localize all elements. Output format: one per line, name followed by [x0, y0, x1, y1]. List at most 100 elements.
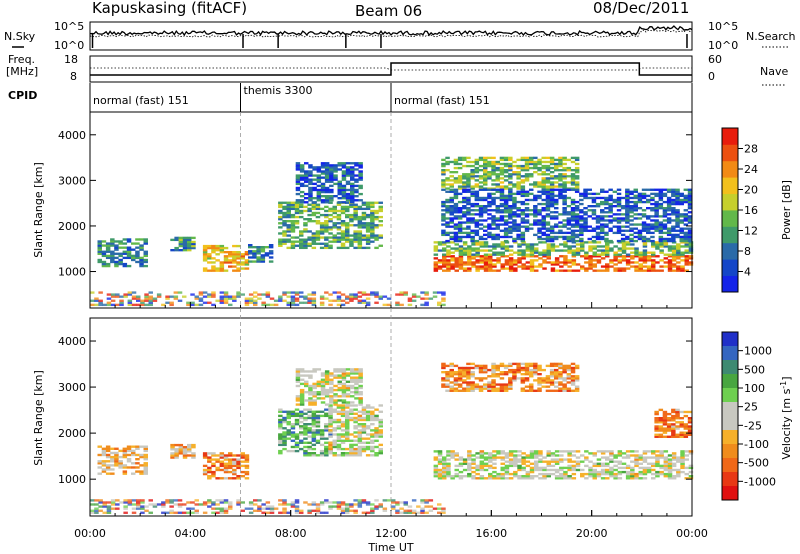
power-echo-cell: [316, 192, 322, 196]
power-echo-cell: [621, 247, 627, 250]
velocity-echo-cell: [324, 372, 330, 375]
velocity-echo-cell: [483, 385, 488, 388]
velocity-echo-cell: [605, 450, 610, 453]
velocity-echo-cell: [350, 380, 355, 383]
power-echo-cell: [600, 229, 605, 232]
velocity-speckle-cell: [190, 507, 195, 510]
power-speckle-cell: [207, 301, 212, 304]
velocity-echo-cell: [462, 375, 467, 378]
velocity-echo-cell: [122, 449, 128, 453]
power-echo-cell: [662, 188, 668, 191]
power-echo-cell: [320, 176, 326, 179]
power-echo-cell: [520, 185, 526, 188]
velocity-echo-cell: [554, 371, 559, 374]
power-echo-cell: [646, 194, 651, 198]
power-echo-cell: [478, 235, 484, 239]
power-echo-cell: [666, 221, 672, 224]
power-speckle-cell: [165, 301, 170, 304]
power-echo-cell: [508, 166, 513, 170]
power-speckle-cell: [186, 301, 191, 304]
velocity-speckle-cell: [328, 505, 333, 508]
velocity-speckle-cell: [399, 511, 404, 514]
velocity-echo-cell: [483, 371, 488, 374]
power-echo-cell: [500, 255, 505, 258]
power-echo-cell: [488, 261, 493, 264]
power-echo-cell: [470, 219, 475, 222]
power-echo-cell: [483, 225, 488, 228]
velocity-echo-cell: [295, 395, 301, 398]
velocity-echo-cell: [345, 368, 351, 371]
power-echo-cell: [471, 253, 476, 256]
velocity-echo-cell: [328, 449, 333, 453]
power-echo-cell: [659, 241, 664, 244]
velocity-echo-cell: [340, 420, 346, 424]
power-echo-cell: [496, 243, 501, 246]
power-echo-cell: [570, 215, 576, 218]
velocity-speckle-cell: [102, 511, 107, 514]
velocity-echo-cell: [332, 408, 337, 411]
power-echo-cell: [449, 235, 454, 239]
power-echo-cell: [349, 205, 354, 209]
velocity-echo-cell: [191, 454, 196, 457]
velocity-echo-cell: [433, 450, 439, 453]
velocity-speckle-cell: [152, 505, 158, 508]
velocity-echo-cell: [663, 450, 669, 453]
velocity-echo-cell: [324, 429, 329, 432]
velocity-echo-cell: [340, 425, 346, 428]
velocity-echo-cell: [110, 447, 115, 450]
velocity-echo-cell: [445, 383, 450, 386]
velocity-echo-cell: [349, 445, 354, 449]
power-echo-cell: [370, 230, 375, 233]
power-echo-cell: [110, 250, 115, 253]
power-echo-cell: [316, 190, 322, 194]
power-echo-cell: [378, 205, 383, 209]
power-speckle-cell: [345, 295, 350, 298]
power-echo-cell: [349, 213, 354, 217]
velocity-echo-cell: [454, 468, 459, 472]
power-echo-cell: [617, 255, 623, 258]
power-echo-cell: [533, 198, 538, 202]
power-speckle-cell: [278, 295, 283, 298]
power-echo-cell: [324, 190, 330, 194]
velocity-echo-cell: [571, 477, 577, 480]
power-echo-cell: [290, 222, 296, 225]
power-echo-cell: [441, 181, 446, 184]
power-echo-cell: [562, 156, 567, 160]
power-echo-cell: [641, 227, 647, 230]
power-echo-cell: [616, 209, 622, 212]
power-echo-cell: [304, 174, 309, 177]
power-echo-cell: [549, 198, 555, 202]
power-echo-cell: [625, 192, 630, 196]
velocity-echo-cell: [240, 475, 245, 478]
power-echo-cell: [580, 267, 585, 270]
power-echo-cell: [534, 251, 539, 254]
power-echo-cell: [579, 202, 584, 206]
power-echo-cell: [462, 235, 467, 239]
velocity-echo-cell: [433, 458, 439, 461]
power-echo-cell: [496, 261, 501, 264]
power-echo-cell: [453, 158, 459, 162]
power-echo-cell: [479, 265, 485, 268]
velocity-echo-cell: [558, 375, 563, 378]
velocity-echo-cell: [223, 458, 229, 461]
power-echo-cell: [520, 175, 526, 178]
velocity-echo-cell: [475, 466, 480, 470]
power-echo-cell: [294, 203, 300, 206]
velocity-echo-cell: [467, 464, 472, 468]
power-echo-cell: [662, 209, 668, 212]
velocity-echo-cell: [143, 472, 148, 475]
power-echo-cell: [236, 263, 241, 266]
power-echo-cell: [662, 207, 668, 210]
power-echo-cell: [328, 201, 333, 204]
power-echo-cell: [474, 205, 480, 208]
velocity-echo-cell: [534, 450, 539, 453]
velocity-speckle-cell: [361, 499, 367, 502]
power-echo-cell: [299, 190, 305, 194]
power-echo-cell: [541, 217, 546, 220]
velocity-echo-cell: [663, 468, 669, 472]
velocity-echo-cell: [554, 468, 560, 472]
power-echo-cell: [487, 160, 492, 164]
power-echo-cell: [365, 234, 371, 237]
power-echo-cell: [554, 188, 559, 191]
velocity-echo-cell: [570, 366, 576, 370]
